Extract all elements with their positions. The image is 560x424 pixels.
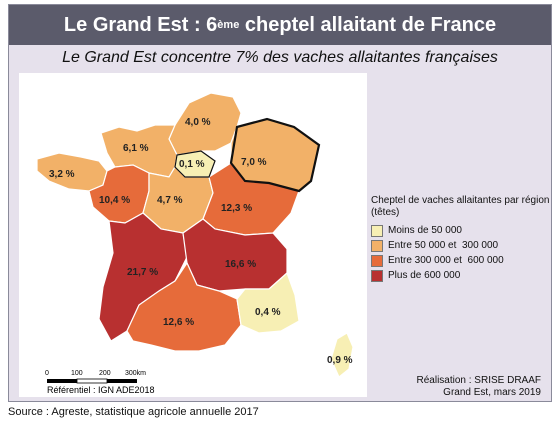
subtitle: Le Grand Est concentre 7% des vaches all… xyxy=(62,49,498,66)
credit-line1: Réalisation : SRISE DRAAF xyxy=(416,375,542,386)
credit-line2: Grand Est, mars 2019 xyxy=(443,387,541,398)
legend-swatch xyxy=(371,224,383,237)
title-main: Le Grand Est : 6 xyxy=(63,13,218,36)
region-label-ile-de-france: 0,1 % xyxy=(179,159,205,170)
title-bar: Le Grand Est : 6 ème cheptel allaitant de… xyxy=(9,5,551,45)
legend-item: Plus de 600 000 xyxy=(371,268,551,283)
region-paca xyxy=(236,271,300,334)
legend-title: Cheptel de vaches allaitantes par région… xyxy=(371,195,550,218)
legend-item: Entre 300 000 et 600 000 xyxy=(371,253,551,268)
credit: Réalisation : SRISE DRAAF Grand Est, mar… xyxy=(417,375,542,399)
legend-item: Moins de 50 000 xyxy=(371,223,551,238)
scale-tick-1: 100 xyxy=(71,370,83,377)
region-label-auvergne-rhone-alpes: 16,6 % xyxy=(225,259,256,270)
region-label-bretagne: 3,2 % xyxy=(49,169,75,180)
legend-item: Entre 50 000 et 300 000 xyxy=(371,238,551,253)
region-label-normandie: 6,1 % xyxy=(123,143,149,154)
legend-label: Entre 300 000 et 600 000 xyxy=(388,255,504,266)
scale-tick-2: 200 xyxy=(99,370,111,377)
region-label-occitanie: 12,6 % xyxy=(163,317,194,328)
region-label-nouvelle-aquitaine: 21,7 % xyxy=(127,267,158,278)
legend-swatch xyxy=(371,239,383,252)
region-label-pays-de-la-loire: 10,4 % xyxy=(99,195,130,206)
title-rest: cheptel allaitant de France xyxy=(239,13,497,36)
region-label-corse: 0,9 % xyxy=(327,355,353,366)
legend-label: Plus de 600 000 xyxy=(388,270,461,281)
grand-est-outline xyxy=(229,117,321,193)
legend-label: Moins de 50 000 xyxy=(388,225,462,236)
region-label-paca: 0,4 % xyxy=(255,307,281,318)
region-label-centre-val-de-loire: 4,7 % xyxy=(157,195,183,206)
legend-swatch xyxy=(371,269,383,282)
scale-bar: 0 100 200 300km Référentiel : IGN ADE201… xyxy=(45,370,155,395)
france-map: 4,0 % 6,1 % 0,1 % 7,0 % 3,2 % 10,4 % 4,7 % 12,3… xyxy=(36,92,354,395)
ile-de-france-outline xyxy=(174,150,216,178)
scale-tick-0: 0 xyxy=(45,370,49,377)
legend-swatch xyxy=(371,254,383,267)
region-corse xyxy=(330,332,354,378)
region-label-hauts-de-france: 4,0 % xyxy=(185,117,211,128)
map-frame: Le Grand Est : 6 ème cheptel allaitant de… xyxy=(8,4,552,402)
referentiel: Référentiel : IGN ADE2018 xyxy=(47,385,155,395)
legend-label: Entre 50 000 et 300 000 xyxy=(388,240,499,251)
region-label-grand-est: 7,0 % xyxy=(241,157,267,168)
region-label-bourgogne-franche-comte: 12,3 % xyxy=(221,203,252,214)
title-sup: ème xyxy=(217,19,240,31)
scale-tick-3: 300km xyxy=(125,370,146,377)
source-note: Source : Agreste, statistique agricole a… xyxy=(8,406,259,418)
legend: Cheptel de vaches allaitantes par région… xyxy=(371,195,551,283)
map-panel: 4,0 % 6,1 % 0,1 % 7,0 % 3,2 % 10,4 % 4,7 % 12,3… xyxy=(19,73,367,397)
